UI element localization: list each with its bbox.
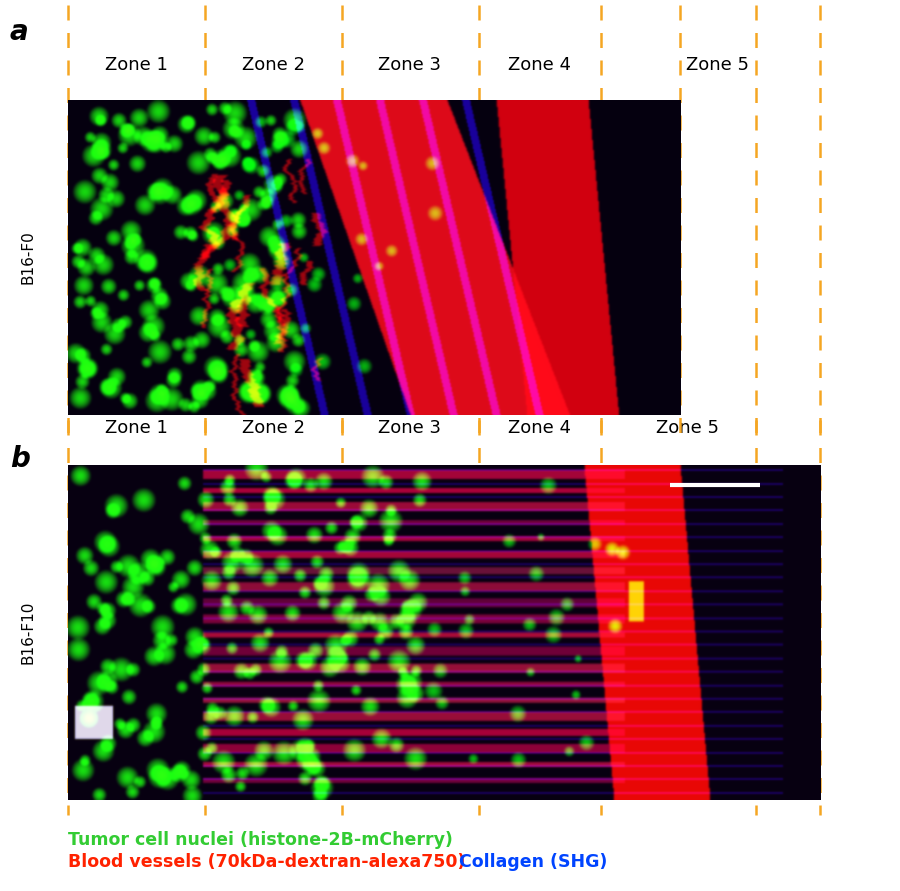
Text: Zone 3: Zone 3 — [379, 56, 442, 74]
Text: Collagen (SHG): Collagen (SHG) — [453, 853, 608, 871]
Text: b: b — [10, 445, 30, 473]
Text: Zone 1: Zone 1 — [104, 56, 167, 74]
Text: Zone 2: Zone 2 — [241, 419, 304, 437]
Text: Tumor cell nuclei (histone-2B-mCherry): Tumor cell nuclei (histone-2B-mCherry) — [68, 831, 453, 849]
Text: Zone 5: Zone 5 — [656, 419, 719, 437]
Text: a: a — [10, 18, 29, 46]
Text: Zone 2: Zone 2 — [241, 56, 304, 74]
Text: B16-F0: B16-F0 — [21, 231, 35, 284]
Text: Zone 5: Zone 5 — [687, 56, 750, 74]
Text: Blood vessels (70kDa-dextran-alexa750): Blood vessels (70kDa-dextran-alexa750) — [68, 853, 465, 871]
Text: B16-F10: B16-F10 — [21, 601, 35, 664]
Text: Zone 4: Zone 4 — [508, 419, 572, 437]
Text: Zone 1: Zone 1 — [104, 419, 167, 437]
Text: Zone 3: Zone 3 — [379, 419, 442, 437]
Text: Zone 4: Zone 4 — [508, 56, 572, 74]
